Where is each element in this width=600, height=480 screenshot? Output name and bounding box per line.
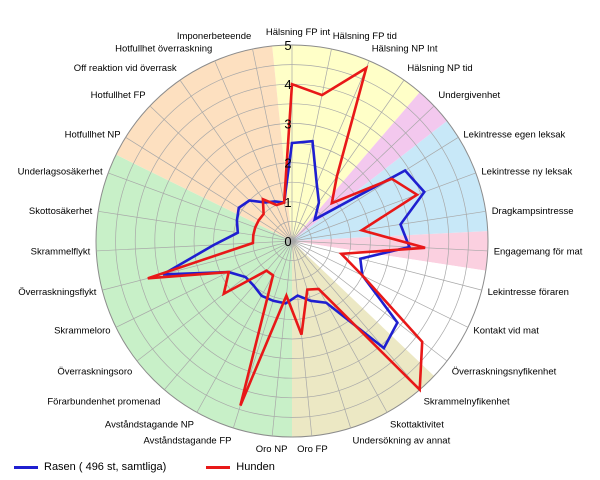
axis-label-1: Hälsning FP tid <box>333 31 397 42</box>
grid-spoke-19 <box>164 240 293 390</box>
grid-spoke-21 <box>115 240 293 328</box>
grid-spoke-25 <box>108 172 293 242</box>
legend: Rasen ( 496 st, samtliga) Hunden <box>14 458 315 476</box>
axis-label-2: Hälsning NP Int <box>372 43 438 54</box>
axis-label-19: Förarbundenhet promenad <box>47 396 160 407</box>
grid-spoke-2 <box>291 60 370 242</box>
grid-spoke-16 <box>271 240 293 437</box>
axis-label-23: Skrammelflykt <box>31 247 91 258</box>
axis-label-11: Överraskningsnyfikenhet <box>452 367 557 378</box>
legend-item-breed: Rasen ( 496 st, samtliga) <box>14 461 166 473</box>
grid-spoke-15 <box>291 240 313 437</box>
grid-spoke-28 <box>179 79 293 242</box>
axis-label-6: Lekintresse ny leksak <box>481 166 572 177</box>
grid-spoke-13 <box>291 240 388 413</box>
grid-spoke-23 <box>96 240 293 252</box>
axis-label-4: Undergivenhet <box>438 90 500 101</box>
axis-label-10: Kontakt vid mat <box>473 326 539 337</box>
grid-spoke-12 <box>291 240 420 390</box>
grid-spoke-18 <box>196 240 293 413</box>
axis-label-27: Hotfullhet FP <box>91 90 146 101</box>
axis-label-18: Avståndstagande NP <box>105 420 194 431</box>
grid-spoke-5 <box>291 137 459 242</box>
radial-tick-labels: 0 1 2 3 4 5 <box>284 38 291 249</box>
axis-label-0: Hälsning FP int <box>266 27 331 38</box>
legend-swatch-dog <box>206 465 231 469</box>
axis-label-26: Hotfullhet NP <box>65 130 121 141</box>
tick-label-2: 2 <box>284 156 291 171</box>
legend-label-dog: Hunden <box>236 461 275 473</box>
axis-label-24: Skottosäkerhet <box>29 206 93 217</box>
axis-label-21: Skrammeloro <box>54 326 111 337</box>
grid-spoke-27 <box>149 105 293 242</box>
grid-spoke-10 <box>291 240 469 328</box>
axis-label-17: Avståndstagande FP <box>143 436 231 447</box>
data-series <box>147 65 426 407</box>
grid-spoke-9 <box>291 240 482 291</box>
axis-label-16: Oro NP <box>256 444 288 455</box>
sector-2 <box>292 121 488 241</box>
axis-label-30: Imponerbeteende <box>177 31 251 42</box>
tick-label-5: 5 <box>284 38 291 53</box>
axis-label-7: Dragkampsintresse <box>492 206 574 217</box>
grid-spoke-14 <box>291 240 352 429</box>
tick-label-0: 0 <box>284 234 291 249</box>
axis-label-20: Överraskningsoro <box>57 367 132 378</box>
tick-label-1: 1 <box>284 195 291 210</box>
grid-spoke-30 <box>252 48 293 242</box>
axis-label-29: Hotfullhet överraskning <box>115 43 212 54</box>
legend-item-dog: Hunden <box>206 461 275 473</box>
legend-label-breed: Rasen ( 496 st, samtliga) <box>44 461 167 473</box>
grid-spoke-29 <box>214 60 293 242</box>
grid-spoke-7 <box>291 210 486 242</box>
series-line-0 <box>162 139 426 351</box>
grid-spoke-26 <box>125 137 293 242</box>
grid-spoke-22 <box>102 240 293 291</box>
radar-grid <box>95 44 489 438</box>
axis-label-9: Lekintresse föraren <box>488 287 569 298</box>
axis-label-8: Engagemang för mat <box>494 247 583 258</box>
tick-label-4: 4 <box>284 77 291 92</box>
axis-label-25: Underlagsosäkerhet <box>18 166 103 177</box>
grid-spoke-3 <box>291 79 405 242</box>
sector-5 <box>292 241 435 437</box>
axis-label-3: Hälsning NP tid <box>407 63 472 74</box>
axis-label-15: Oro FP <box>297 444 328 455</box>
legend-swatch-breed <box>14 465 38 469</box>
axis-label-14: Undersökning av annat <box>353 436 451 447</box>
sector-7 <box>116 46 293 241</box>
axis-label-28: Off reaktion vid överrask <box>74 63 177 74</box>
axis-label-5: Lekintresse egen leksak <box>463 130 565 141</box>
sector-6 <box>96 154 292 437</box>
tick-label-3: 3 <box>284 116 291 131</box>
grid-spoke-8 <box>291 240 488 252</box>
grid-spoke-20 <box>136 240 293 362</box>
grid-spoke-24 <box>98 210 293 242</box>
axis-label-12: Skrammelnyfikenhet <box>424 396 510 407</box>
axis-label-22: Överraskningsflykt <box>18 287 96 298</box>
grid-spoke-6 <box>291 172 476 242</box>
axis-label-13: Skottaktivitet <box>390 420 444 431</box>
series-line-1 <box>147 65 426 407</box>
